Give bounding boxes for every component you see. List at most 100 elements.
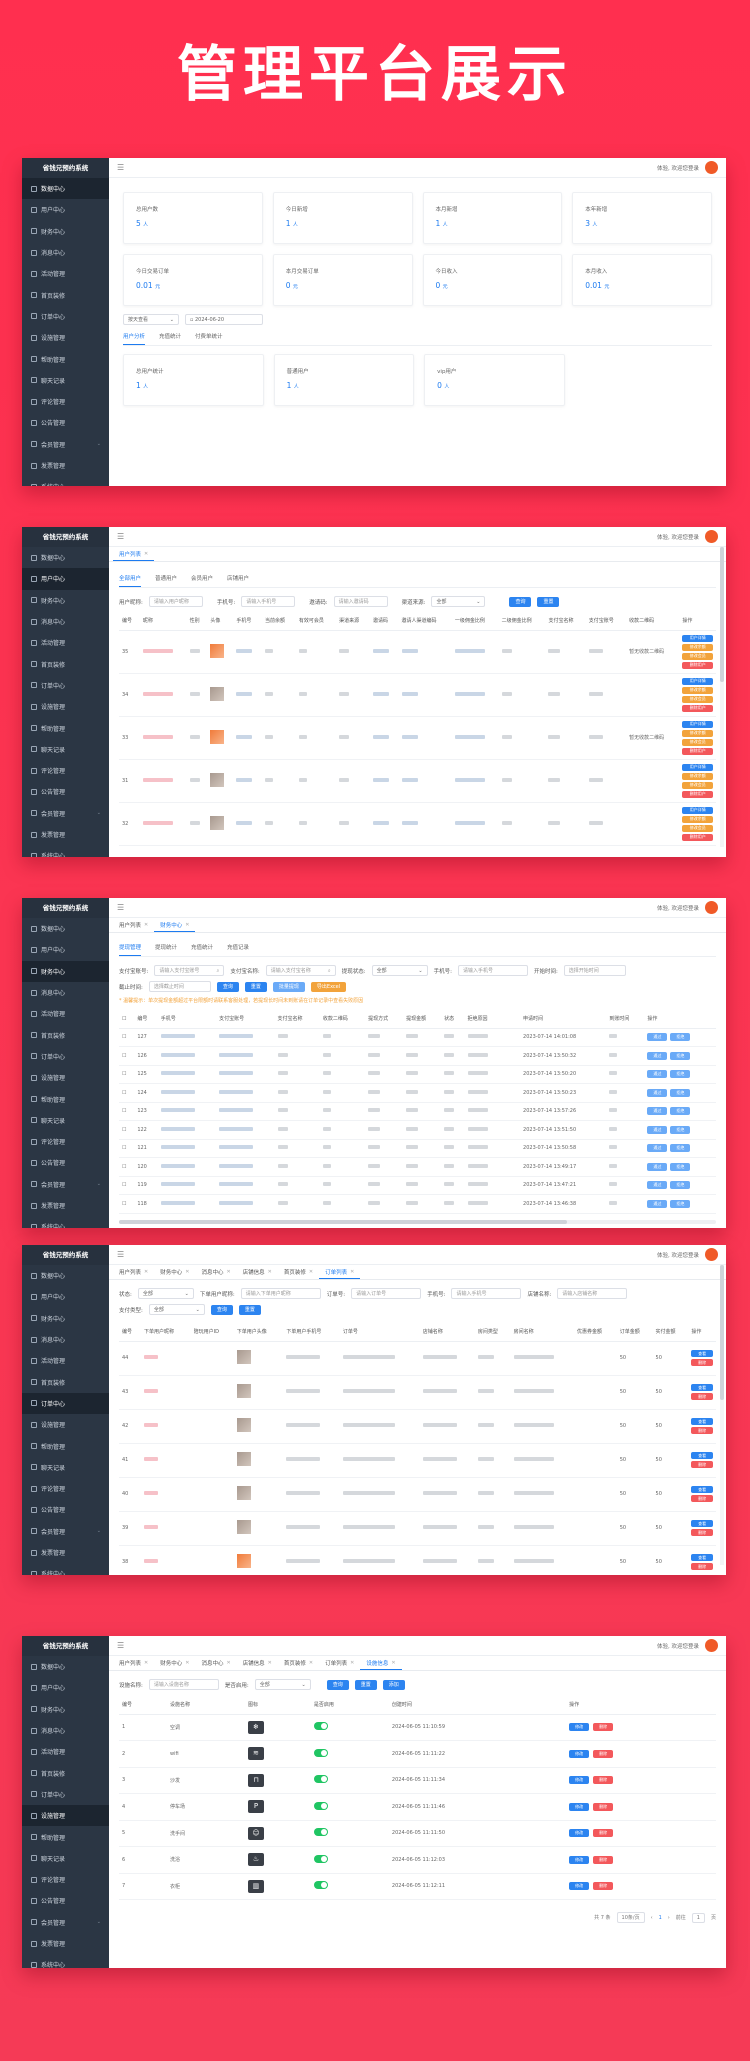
edit-balance-button[interactable]: 修改余额: [682, 686, 713, 694]
range-select[interactable]: 按天查看 ⌄: [123, 314, 179, 325]
page-tab-4[interactable]: 首页装修 ✕: [278, 1656, 319, 1670]
subtab-2[interactable]: 会员用户: [191, 576, 214, 582]
delete-user-button[interactable]: 删除用户: [682, 833, 713, 841]
delete-order-button[interactable]: 删除: [691, 1427, 713, 1434]
reject-button[interactable]: 拒绝: [670, 1107, 691, 1116]
sidebar-item-6[interactable]: 订单中心: [22, 1046, 109, 1067]
delete-button[interactable]: 删除: [593, 1802, 614, 1811]
page-tab-1[interactable]: 财务中心 ✕: [154, 1265, 195, 1279]
view-order-button[interactable]: 查看: [691, 1350, 713, 1357]
sidebar-item-7[interactable]: 设施管理: [22, 696, 109, 717]
row-checkbox[interactable]: ☐: [119, 1028, 135, 1047]
sidebar-item-12[interactable]: 会员管理 ⌄: [22, 434, 109, 455]
close-icon[interactable]: ✕: [308, 1269, 314, 1275]
sidebar-item-8[interactable]: 帮助管理: [22, 1435, 109, 1456]
page-tab-0[interactable]: 用户列表 ✕: [113, 1265, 154, 1279]
goto-input[interactable]: 1: [691, 1912, 705, 1923]
close-icon[interactable]: ✕: [185, 1660, 190, 1666]
approve-button[interactable]: 通过: [647, 1144, 668, 1153]
enable-toggle[interactable]: [313, 1828, 328, 1837]
approve-button[interactable]: 通过: [647, 1162, 668, 1171]
facility-name-input[interactable]: 请输入设施名称: [148, 1679, 219, 1690]
select-all-checkbox[interactable]: ☐: [119, 1010, 135, 1029]
subtab-2[interactable]: 充值统计: [191, 945, 214, 951]
order-no-input[interactable]: 请输入订单号: [351, 1288, 422, 1299]
delete-button[interactable]: 删除: [593, 1723, 614, 1732]
menu-toggle-icon[interactable]: ☰: [117, 1250, 125, 1259]
view-order-button[interactable]: 查看: [691, 1452, 713, 1459]
delete-order-button[interactable]: 删除: [691, 1563, 713, 1570]
edit-balance-button[interactable]: 修改余额: [682, 729, 713, 737]
nickname-input[interactable]: 请输入用户昵称: [148, 596, 203, 607]
sidebar-item-6[interactable]: 订单中心: [22, 675, 109, 696]
close-icon[interactable]: ✕: [267, 1269, 272, 1275]
avatar[interactable]: [705, 1639, 718, 1652]
edit-button[interactable]: 修改: [569, 1802, 590, 1811]
source-select[interactable]: 全部 ⌄: [431, 596, 486, 607]
subtab-1[interactable]: 提现统计: [155, 945, 178, 951]
view-order-button[interactable]: 查看: [691, 1486, 713, 1493]
edit-balance-button[interactable]: 修改余额: [682, 772, 713, 780]
reject-button[interactable]: 拒绝: [670, 1125, 691, 1134]
sidebar-item-10[interactable]: 评论管理: [22, 1131, 109, 1152]
reject-button[interactable]: 拒绝: [670, 1199, 691, 1208]
sidebar-item-3[interactable]: 消息中心: [22, 1329, 109, 1350]
enable-toggle[interactable]: [313, 1854, 328, 1863]
add-button[interactable]: 添加: [382, 1679, 405, 1690]
edit-button[interactable]: 修改: [569, 1776, 590, 1785]
sidebar-item-0[interactable]: 数据中心: [22, 178, 109, 200]
horizontal-scrollbar[interactable]: [119, 1220, 716, 1224]
close-icon[interactable]: ✕: [308, 1660, 314, 1666]
menu-toggle-icon[interactable]: ☰: [117, 903, 125, 912]
delete-button[interactable]: 删除: [593, 1829, 614, 1838]
avatar[interactable]: [705, 1248, 718, 1261]
sidebar-item-3[interactable]: 消息中心: [22, 982, 109, 1003]
enable-toggle[interactable]: [313, 1881, 328, 1890]
page-tab-2[interactable]: 消息中心 ✕: [195, 1656, 236, 1670]
search-button[interactable]: 查询: [210, 1304, 233, 1315]
delete-order-button[interactable]: 删除: [691, 1393, 713, 1400]
sidebar-item-7[interactable]: 设施管理: [22, 1414, 109, 1435]
mobile-input[interactable]: 请输入手机号: [451, 1288, 522, 1299]
sidebar-item-2[interactable]: 财务中心: [22, 1308, 109, 1329]
close-icon[interactable]: ✕: [267, 1660, 272, 1666]
reject-button[interactable]: 拒绝: [670, 1181, 691, 1190]
edit-balance-button[interactable]: 修改余额: [682, 815, 713, 823]
avatar[interactable]: [705, 901, 718, 914]
delete-order-button[interactable]: 删除: [691, 1359, 713, 1366]
pay-type-select[interactable]: 全部 ⌄: [148, 1304, 205, 1315]
row-checkbox[interactable]: ☐: [119, 1120, 135, 1140]
approve-button[interactable]: 通过: [647, 1033, 668, 1042]
page-size-select[interactable]: 10条/页: [616, 1912, 645, 1923]
sidebar-item-13[interactable]: 发票管理: [22, 824, 109, 845]
close-icon[interactable]: ✕: [226, 1660, 231, 1666]
row-checkbox[interactable]: ☐: [119, 1102, 135, 1121]
user-detail-button[interactable]: 用户详情: [682, 763, 713, 771]
sidebar-item-11[interactable]: 公告管理: [22, 781, 109, 802]
sidebar-item-9[interactable]: 聊天记录: [22, 370, 109, 391]
sidebar-item-1[interactable]: 用户中心: [22, 568, 109, 590]
subtab-3[interactable]: 充值记录: [227, 945, 250, 951]
edit-button[interactable]: 修改: [569, 1749, 590, 1758]
page-tab-0[interactable]: 用户列表 ✕: [113, 918, 154, 932]
delete-user-button[interactable]: 删除用户: [682, 790, 713, 798]
sidebar-item-6[interactable]: 订单中心: [22, 1784, 109, 1805]
approve-button[interactable]: 通过: [647, 1070, 668, 1079]
user-detail-button[interactable]: 用户详情: [682, 677, 713, 685]
page-number[interactable]: 1: [658, 1914, 662, 1921]
delete-button[interactable]: 删除: [593, 1749, 614, 1758]
sidebar-item-3[interactable]: 消息中心: [22, 1720, 109, 1741]
edit-vip-button[interactable]: 修改会员: [682, 695, 713, 703]
close-icon[interactable]: ✕: [185, 1269, 190, 1275]
reject-button[interactable]: 拒绝: [670, 1070, 691, 1079]
delete-user-button[interactable]: 删除用户: [682, 704, 713, 712]
close-icon[interactable]: ✕: [226, 1269, 231, 1275]
reset-button[interactable]: 重置: [238, 1304, 261, 1315]
subtab-0[interactable]: 用户分析: [123, 330, 146, 345]
sidebar-item-2[interactable]: 财务中心: [22, 1699, 109, 1720]
search-button[interactable]: 查询: [509, 596, 532, 607]
edit-vip-button[interactable]: 修改会员: [682, 738, 713, 746]
sidebar-item-8[interactable]: 帮助管理: [22, 348, 109, 369]
page-tab-3[interactable]: 店铺信息 ✕: [237, 1265, 278, 1279]
nickname-input[interactable]: 请输入下单用户昵称: [240, 1288, 321, 1299]
